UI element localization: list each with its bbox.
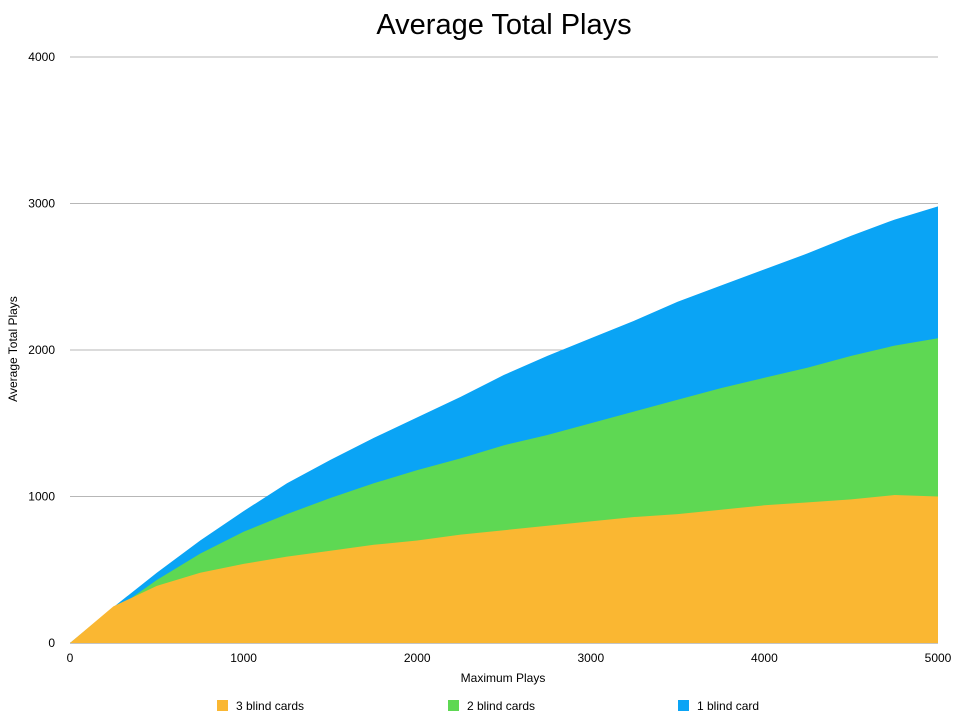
x-tick-label: 2000 (404, 651, 431, 665)
y-axis-label: Average Total Plays (6, 296, 20, 402)
y-ticks: 0 1000 2000 3000 4000 (28, 50, 55, 650)
x-axis-label: Maximum Plays (461, 671, 546, 685)
y-tick-label: 1000 (28, 490, 55, 504)
x-tick-label: 4000 (751, 651, 778, 665)
y-tick-label: 0 (48, 636, 55, 650)
legend-swatch (448, 700, 459, 711)
legend-swatch (678, 700, 689, 711)
x-tick-label: 0 (67, 651, 74, 665)
legend-swatch (217, 700, 228, 711)
area-series-3 (70, 495, 938, 643)
legend-label: 1 blind card (697, 699, 759, 713)
y-tick-label: 4000 (28, 50, 55, 64)
legend-label: 3 blind cards (236, 699, 304, 713)
x-ticks: 0 1000 2000 3000 4000 5000 (67, 651, 952, 665)
x-tick-label: 3000 (577, 651, 604, 665)
legend-label: 2 blind cards (467, 699, 535, 713)
legend: 3 blind cards 2 blind cards 1 blind card (217, 699, 759, 713)
x-tick-label: 5000 (925, 651, 952, 665)
y-tick-label: 3000 (28, 197, 55, 211)
x-tick-label: 1000 (230, 651, 257, 665)
series-areas (70, 206, 938, 643)
chart-title: Average Total Plays (376, 9, 631, 41)
y-tick-label: 2000 (28, 343, 55, 357)
